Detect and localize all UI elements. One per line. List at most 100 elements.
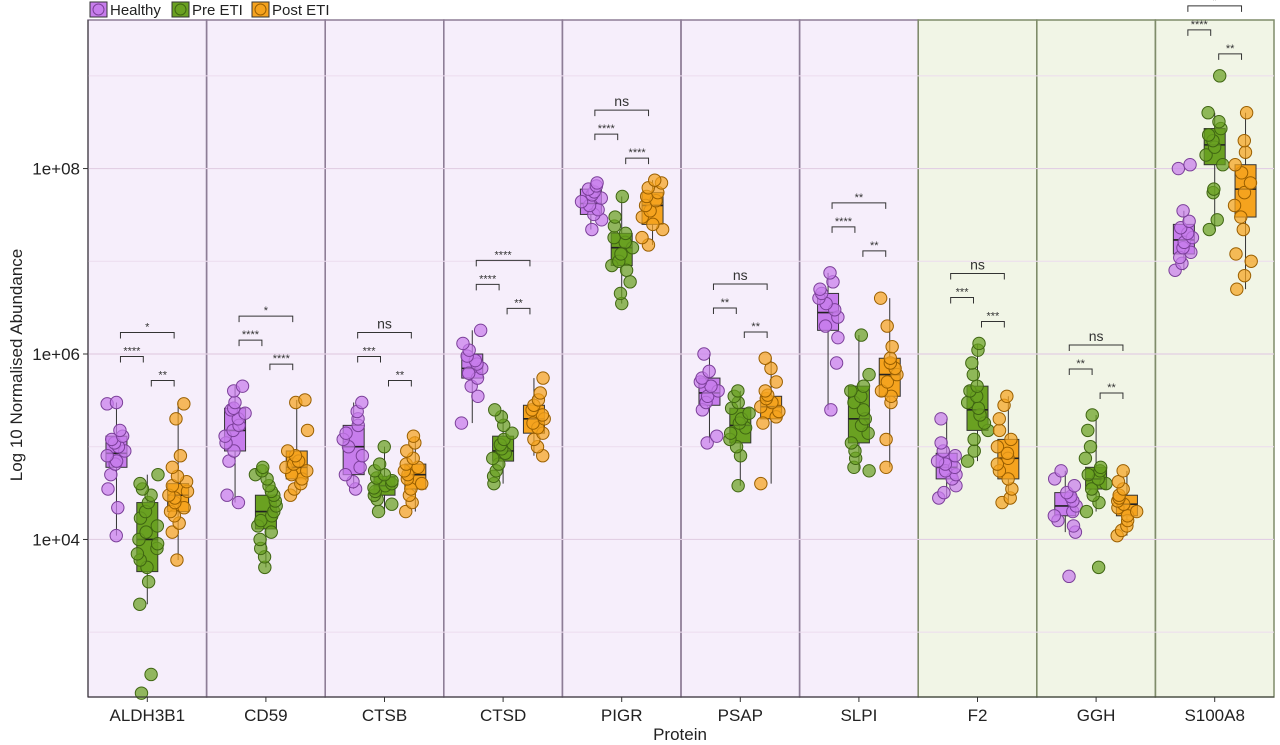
x-tick-label-cd59: CD59 [244, 706, 287, 725]
data-point [607, 230, 621, 245]
data-point [1199, 148, 1213, 162]
y-axis: 1e+04 1e+06 1e+08 [32, 20, 89, 697]
data-point [1047, 509, 1062, 523]
bracket-pigr-0-2: ns [594, 93, 650, 117]
data-point [1210, 213, 1224, 227]
x-axis-title: Protein [653, 725, 707, 744]
data-point [134, 686, 149, 700]
bracket-aldh3b1-0-1: **** [119, 345, 144, 363]
bracket-label: **** [629, 147, 647, 159]
box-aldh3b1-post-eti [162, 397, 195, 567]
bracket-s100a8-1-2: ** [1218, 43, 1243, 60]
data-point [109, 395, 124, 410]
data-point [399, 504, 413, 519]
legend-key-point [254, 3, 267, 16]
data-point [648, 173, 662, 187]
bracket-ctsb-0-2: ns [357, 315, 412, 339]
bracket-line [506, 307, 531, 315]
data-point [133, 476, 147, 491]
bracket-aldh3b1-0-2: * [119, 321, 175, 339]
data-point [844, 384, 858, 398]
data-point [227, 444, 241, 458]
data-point [880, 319, 894, 333]
data-point [966, 367, 980, 382]
data-point [100, 449, 114, 463]
bracket-line [238, 315, 294, 323]
bracket-label: **** [598, 123, 616, 135]
data-point [823, 266, 837, 280]
bracket-label: ** [855, 192, 864, 204]
bracket-label: ** [751, 321, 760, 333]
bracket-slpi-0-1: **** [831, 216, 856, 233]
data-point [536, 371, 550, 385]
data-point [355, 449, 370, 463]
data-point [300, 464, 314, 478]
data-point [754, 476, 768, 491]
y-tick-label: 1e+06 [32, 345, 80, 364]
bracket-line [1187, 5, 1243, 12]
data-point [1001, 472, 1015, 486]
data-point [1062, 569, 1076, 584]
x-tick-label-ctsb: CTSB [362, 706, 407, 725]
bracket-line [475, 259, 531, 267]
legend-label: Healthy [110, 2, 161, 19]
bracket-label: ** [396, 369, 405, 381]
data-point [1238, 145, 1253, 159]
data-point [1067, 478, 1082, 493]
data-point [1083, 440, 1098, 454]
data-point [1243, 176, 1258, 190]
data-point [623, 275, 637, 289]
bracket-line [950, 296, 974, 304]
data-point [1004, 432, 1018, 447]
bracket-label: ** [1226, 43, 1235, 55]
bracket-line [1187, 29, 1212, 36]
data-point [769, 375, 783, 389]
data-point [170, 553, 184, 567]
data-point [231, 495, 246, 510]
bracket-s100a8-0-2: * [1187, 0, 1243, 12]
box-f2-healthy [930, 412, 963, 505]
bracket-line [712, 283, 768, 291]
data-point [1183, 158, 1197, 172]
data-point [614, 247, 628, 261]
box-cd59-healthy [218, 379, 252, 510]
bracket-label: **** [273, 353, 291, 365]
panel-bg-ctsb [325, 20, 444, 697]
data-point [1201, 128, 1216, 142]
data-point [758, 351, 772, 365]
bracket-line [1099, 392, 1124, 399]
data-point [818, 319, 833, 333]
legend-label: Post ETI [272, 2, 330, 19]
data-point [151, 467, 165, 482]
box-plots [100, 69, 1258, 700]
data-point [967, 432, 981, 447]
data-point [873, 291, 888, 305]
box-slpi-post-eti [873, 291, 904, 475]
bracket-line [981, 320, 1005, 328]
box-psap-healthy [693, 347, 725, 450]
data-point [165, 525, 179, 539]
data-point [1202, 222, 1217, 237]
data-point [113, 423, 127, 438]
data-point [1091, 560, 1106, 575]
data-point [742, 406, 756, 420]
data-point [473, 323, 488, 338]
data-point [353, 460, 367, 475]
data-point [415, 476, 429, 491]
bracket-line [238, 339, 263, 347]
bracket-pigr-1-2: **** [625, 147, 650, 165]
box-ctsb-post-eti [397, 429, 429, 519]
data-point [150, 519, 165, 533]
significance-brackets: ****************ns***************ns*****… [119, 0, 1243, 399]
bracket-aldh3b1-1-2: ** [150, 369, 175, 387]
box-pigr-post-eti [635, 173, 670, 252]
data-point [486, 451, 500, 466]
bracket-label: ns [614, 93, 629, 109]
bracket-ggh-0-1: ** [1068, 358, 1093, 375]
bracket-line [1068, 344, 1124, 351]
data-point [710, 429, 724, 443]
data-point [934, 436, 948, 450]
box-cd59-post-eti [279, 393, 315, 502]
bracket-line [594, 133, 619, 141]
bracket-pigr-0-1: **** [594, 123, 619, 141]
